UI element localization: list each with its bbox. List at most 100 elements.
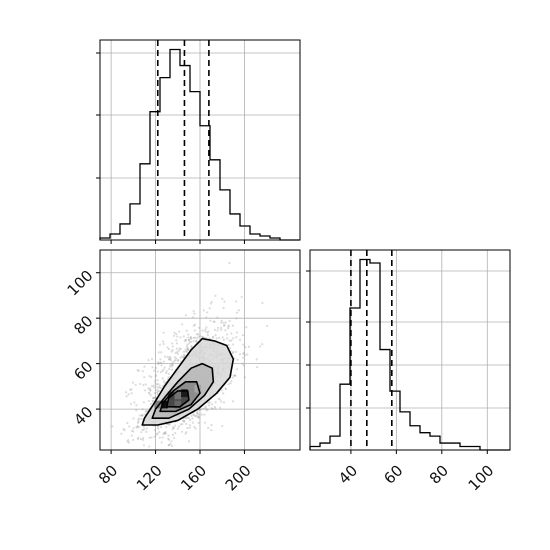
scatter-point [165, 370, 168, 373]
scatter-point [207, 401, 210, 404]
contour-line [151, 362, 215, 419]
scatter-point [156, 370, 159, 373]
scatter-point [174, 351, 177, 355]
scatter-point [220, 321, 223, 324]
scatter-point [215, 337, 218, 340]
scatter-point [232, 343, 235, 346]
scatter-point [148, 374, 151, 378]
scatter-point [241, 356, 245, 359]
scatter-point [163, 382, 166, 385]
scatter-point [167, 437, 170, 440]
scatter-point [205, 316, 208, 319]
scatter-point [135, 426, 138, 429]
scatter-point [242, 343, 245, 346]
scatter-point [127, 441, 131, 444]
scatter-point [238, 338, 242, 341]
scatter-point [168, 443, 171, 447]
scatter-point [235, 317, 238, 320]
scatter-point [138, 417, 141, 420]
scatter-point [182, 353, 186, 356]
scatter-point [184, 350, 188, 353]
scatter-point [201, 329, 204, 332]
scatter-point [159, 358, 162, 361]
scatter-point [195, 336, 198, 340]
y-tick-label: 100 [64, 267, 97, 300]
scatter-point [222, 338, 225, 342]
scatter-point [186, 347, 189, 351]
scatter-point [206, 408, 209, 411]
scatter-point [242, 351, 245, 355]
scatter-point [132, 417, 135, 420]
scatter-point [149, 389, 152, 392]
scatter-point [163, 366, 166, 369]
scatter-point [171, 349, 174, 352]
scatter-point [180, 323, 184, 326]
x-tick-label: 80 [95, 462, 121, 488]
scatter-point [149, 394, 152, 397]
scatter-point [173, 331, 176, 334]
scatter-point [162, 432, 165, 436]
scatter-point [166, 346, 169, 349]
scatter-point [203, 413, 206, 416]
scatter-point [192, 336, 195, 340]
scatter-point [156, 425, 160, 428]
scatter-point [162, 342, 165, 346]
x-tick-label: 160 [177, 462, 210, 495]
scatter-point [156, 432, 159, 435]
scatter-point [142, 444, 146, 447]
scatter-point [197, 413, 200, 416]
density-cell [174, 400, 182, 409]
scatter-point [175, 342, 179, 345]
scatter-point [242, 352, 245, 355]
scatter-point [230, 332, 233, 335]
scatter-point [243, 376, 246, 379]
scatter-point [167, 423, 171, 426]
scatter-point [225, 337, 229, 340]
scatter-point [129, 388, 132, 391]
scatter-point [150, 358, 154, 361]
scatter-point [159, 371, 162, 374]
scatter-point [168, 355, 171, 358]
scatter-point [195, 412, 199, 415]
scatter-point [184, 348, 187, 351]
scatter-point [135, 409, 138, 412]
scatter-point [186, 416, 189, 419]
scatter-point [227, 324, 230, 327]
scatter-point [164, 431, 167, 435]
scatter-point [140, 417, 143, 421]
scatter-point [231, 324, 234, 327]
scatter-point [210, 407, 213, 410]
scatter-point [142, 401, 146, 404]
scatter-point [167, 347, 171, 351]
density-cell [161, 400, 168, 409]
scatter-point [196, 416, 200, 419]
scatter-point [171, 363, 174, 366]
scatter-point [203, 421, 207, 424]
scatter-point [236, 358, 239, 361]
scatter-point [138, 463, 140, 465]
scatter-point [153, 386, 156, 389]
scatter-point [230, 339, 233, 342]
scatter-point [153, 391, 156, 395]
scatter-point [148, 392, 151, 395]
scatter-point [220, 389, 223, 392]
scatter-point [152, 384, 155, 387]
scatter-point [190, 414, 193, 418]
scatter-point [233, 374, 236, 377]
scatter-point [136, 437, 140, 441]
scatter-point [176, 350, 179, 354]
scatter-point [195, 414, 198, 417]
scatter-point [136, 369, 139, 372]
scatter-point [170, 368, 174, 371]
scatter-point [261, 343, 264, 346]
y-tick-label: 60 [70, 357, 96, 383]
scatter-point [140, 431, 143, 434]
scatter-point [141, 414, 144, 417]
scatter-point [145, 427, 148, 430]
scatter-point [181, 419, 185, 423]
scatter-point [190, 340, 193, 344]
scatter-point [129, 402, 133, 405]
scatter-point [166, 355, 169, 359]
scatter-point [158, 384, 161, 387]
scatter-point [185, 345, 189, 348]
